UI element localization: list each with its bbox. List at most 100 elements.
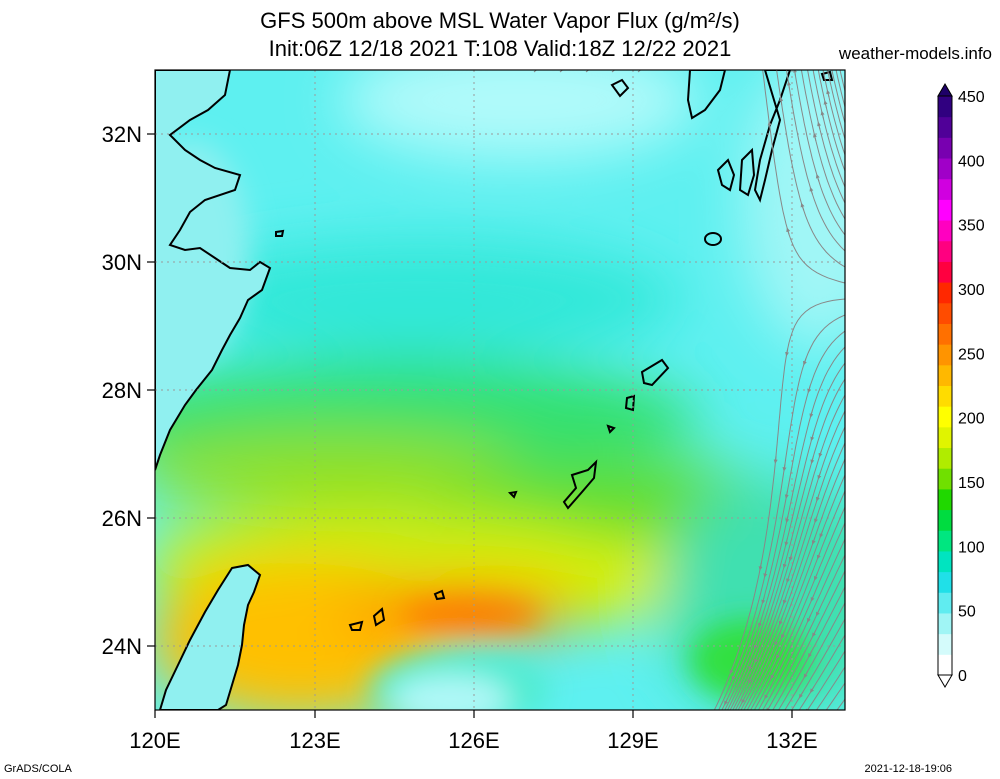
streamline-arrow <box>792 70 797 77</box>
streamline-arrow <box>813 132 817 141</box>
lon-label: 132E <box>766 728 817 753</box>
streamline-arrow <box>782 596 787 605</box>
streamline-arrow <box>779 96 784 105</box>
streamline-arrow <box>731 673 736 681</box>
island <box>704 232 722 246</box>
streamline <box>750 490 845 710</box>
lon-label: 123E <box>289 728 340 753</box>
lat-label: 32N <box>102 122 142 147</box>
streamline <box>812 70 845 188</box>
streamline <box>800 70 845 220</box>
streamline <box>766 554 845 710</box>
streamline <box>815 666 845 710</box>
streamline-arrow <box>758 619 762 628</box>
streamline-arrow <box>798 691 804 699</box>
streamline-arrow <box>753 641 758 650</box>
streamline <box>740 442 845 710</box>
streamline <box>718 314 845 710</box>
taiwan <box>158 563 262 710</box>
streamline-arrow <box>807 615 811 623</box>
streamline-arrow <box>803 357 807 366</box>
streamline-arrow <box>786 81 791 89</box>
streamline-arrow <box>782 560 787 569</box>
okinawa <box>562 459 598 510</box>
lat-lon-grid <box>155 70 845 710</box>
lon-axis-labels: 120E 123E 126E 129E 132E <box>129 728 817 753</box>
streamline <box>798 634 845 710</box>
streamline-arrow <box>815 173 820 182</box>
colorbar-label: 300 <box>958 282 985 299</box>
streamline-arrow <box>724 697 729 706</box>
streamline-arrow <box>729 666 734 675</box>
streamline-arrow <box>776 651 780 660</box>
colorbar-swatch <box>938 344 952 366</box>
streamline-arrow <box>823 99 828 108</box>
streamline-arrow <box>805 706 811 710</box>
streamline-arrow <box>785 348 790 357</box>
streamline <box>827 70 845 140</box>
streamline-arrow <box>812 629 817 638</box>
streamline-arrow <box>786 227 791 236</box>
colorbar-swatch <box>938 509 952 531</box>
colorbar-swatch <box>938 592 952 614</box>
site-credit: weather-models.info <box>838 44 992 63</box>
streamline-arrow <box>784 491 789 500</box>
streamline-arrow <box>817 472 822 480</box>
colorbar-swatch <box>938 550 952 573</box>
colorbar-swatch <box>938 220 952 242</box>
colorbar-swatch <box>938 158 952 180</box>
chart-title: GFS 500m above MSL Water Vapor Flux (g/m… <box>260 8 740 33</box>
streamline <box>807 70 845 204</box>
streamline <box>784 602 845 710</box>
colorbar-label: 100 <box>958 539 985 556</box>
streamline-arrow <box>782 463 787 472</box>
lon-label: 129E <box>607 728 658 753</box>
colorbar-swatch <box>938 530 952 552</box>
streamline-arrow <box>810 433 815 442</box>
lat-label: 28N <box>102 378 142 403</box>
streamline-arrow <box>763 570 768 578</box>
streamline <box>772 570 845 710</box>
streamline <box>791 618 845 710</box>
amami-islands <box>640 358 670 387</box>
colorbar-max-arrow <box>937 83 953 97</box>
streamline <box>713 298 845 710</box>
colorbar-labels: 0 50 100 150 200 250 300 350 400 450 <box>958 89 985 685</box>
china-coast <box>155 70 272 471</box>
miyako-islands <box>372 607 386 627</box>
streamline-arrow <box>774 638 779 647</box>
footer-timestamp: 2021-12-18-19:06 <box>864 763 952 775</box>
streamline-arrow <box>809 186 814 195</box>
streamline-arrow <box>813 573 818 581</box>
streamline-arrow <box>784 538 789 547</box>
streamlines <box>533 70 845 710</box>
lat-axis-labels: 32N 30N 28N 26N 24N <box>102 122 142 659</box>
colorbar-swatch <box>938 302 952 324</box>
streamline-arrow <box>809 686 815 694</box>
streamline <box>836 698 845 710</box>
colorbar <box>937 83 953 688</box>
streamline-arrow <box>748 663 753 671</box>
colorbar-swatch <box>938 468 952 490</box>
colorbar-swatch <box>938 447 952 469</box>
streamline-arrow <box>764 692 769 700</box>
colorbar-min-arrow <box>937 674 953 688</box>
streamline-arrow <box>758 562 763 571</box>
streamline <box>786 70 845 252</box>
streamline-arrow <box>770 672 775 680</box>
streamline-arrow <box>811 537 816 545</box>
streamline <box>839 70 845 92</box>
colorbar-swatch <box>938 137 952 159</box>
streamline <box>806 650 845 710</box>
colorbar-label: 250 <box>958 346 985 363</box>
chart-subtitle: Init:06Z 12/18 2021 T:108 Valid:18Z 12/2… <box>268 36 732 61</box>
lon-label: 120E <box>129 728 180 753</box>
streamline-arrow <box>808 650 813 658</box>
streamline-arrow <box>741 696 746 704</box>
colorbar-swatch <box>938 406 952 428</box>
streamline-arrow <box>815 609 820 617</box>
colorbar-label: 50 <box>958 604 976 621</box>
colorbar-swatch <box>938 633 952 655</box>
streamline-arrow <box>819 530 824 539</box>
